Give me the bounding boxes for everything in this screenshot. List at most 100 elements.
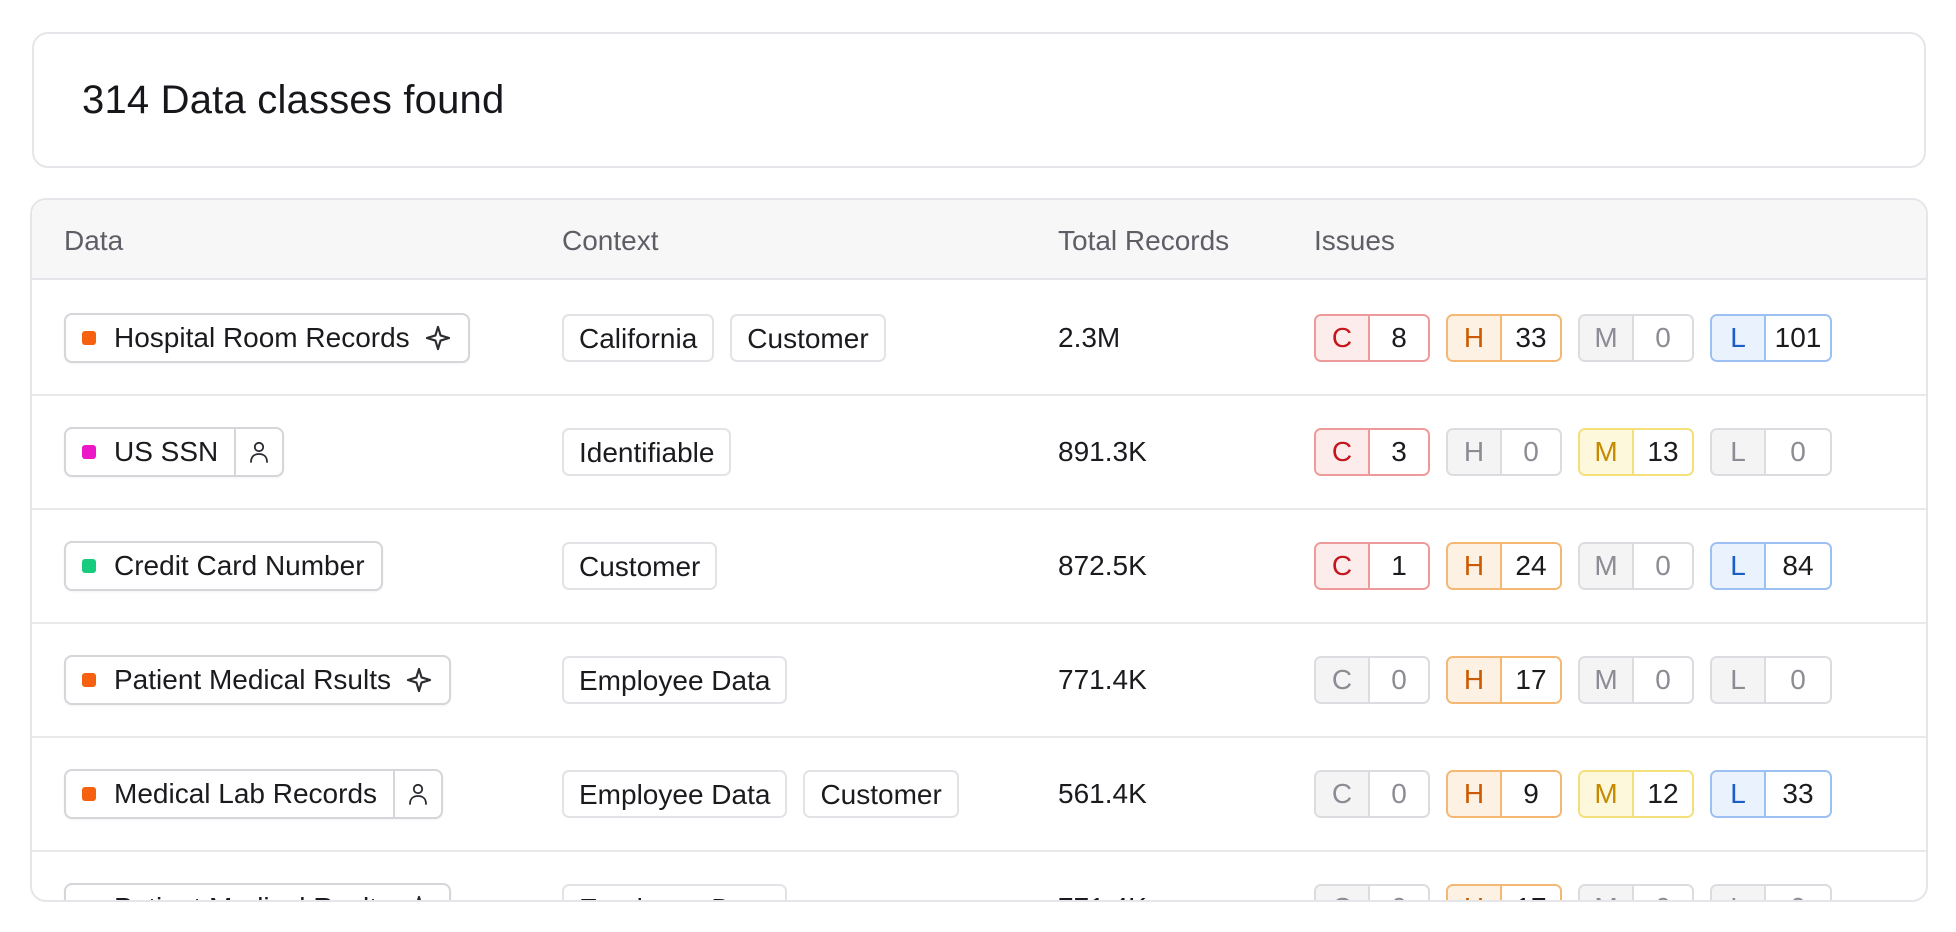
total-records: 561.4K [1058,778,1147,809]
issue-badge-h[interactable]: H 24 [1446,542,1562,590]
severity-letter: M [1580,772,1634,816]
data-class-chip[interactable]: Credit Card Number [64,541,383,591]
issue-count: 0 [1502,430,1560,474]
data-class-chip[interactable]: Patient Medical Rsults [64,655,452,705]
total-records: 2.3M [1058,322,1121,353]
column-header-issues[interactable]: Issues [1314,225,1395,256]
issue-count: 17 [1502,886,1560,900]
classification-dot [82,559,96,573]
person-icon[interactable] [234,429,282,475]
data-class-chip[interactable]: US SSN [64,427,285,477]
data-cell: Patient Medical Rsults [64,624,452,736]
issue-badge-l[interactable]: L 33 [1710,770,1832,818]
column-header-context[interactable]: Context [562,225,659,256]
issue-count: 0 [1370,886,1428,900]
table-row[interactable]: Patient Medical Rsults Employee Data 771.4… [32,852,1926,902]
severity-letter: C [1316,316,1370,360]
severity-letter: M [1580,544,1634,588]
table-row[interactable]: Hospital Room Records California Customer 2… [32,282,1926,396]
total-records: 872.5K [1058,550,1147,581]
classification-dot [82,673,96,687]
severity-letter: L [1712,316,1766,360]
person-icon[interactable] [393,771,441,817]
context-cell: Employee Data [562,624,788,736]
issue-badge-l[interactable]: L 101 [1710,314,1832,362]
issue-count: 0 [1766,886,1830,900]
data-class-label: Medical Lab Records [114,778,378,809]
issues-cell: C 1 H 24 M 0 L 84 [1314,510,1832,622]
context-cell: Employee Data Customer [562,738,959,850]
issue-count: 0 [1634,316,1692,360]
issue-badge-m[interactable]: M 12 [1578,770,1694,818]
issue-badge-h[interactable]: H 33 [1446,314,1562,362]
table-row[interactable]: Credit Card Number Customer 872.5K C 1 H 24 M 0 L… [32,510,1926,624]
issue-count: 9 [1502,772,1560,816]
table-row[interactable]: Medical Lab Records Employee Data Customer… [32,738,1926,852]
issue-badge-l[interactable]: L 84 [1710,542,1832,590]
severity-letter: L [1712,886,1766,900]
sparkle-icon [405,666,449,694]
data-class-label: Patient Medical Rsults [114,892,391,900]
table-row[interactable]: Patient Medical Rsults Employee Data 771.4… [32,624,1926,738]
severity-letter: H [1448,886,1502,900]
context-tag[interactable]: Customer [803,770,959,818]
context-tag[interactable]: Employee Data [562,770,788,818]
context-tag[interactable]: Customer [562,542,718,590]
context-cell: Customer [562,510,718,622]
issue-count: 33 [1766,772,1830,816]
issue-badge-c[interactable]: C0 [1314,884,1430,900]
context-tag[interactable]: Customer [730,314,886,362]
severity-letter: H [1448,316,1502,360]
data-cell: Patient Medical Rsults [64,852,452,902]
severity-letter: H [1448,430,1502,474]
issue-count: 0 [1634,544,1692,588]
severity-letter: M [1580,316,1634,360]
issue-count: 12 [1634,772,1692,816]
issue-count: 3 [1370,430,1428,474]
column-header-data[interactable]: Data [64,225,124,256]
issue-badge-h[interactable]: H17 [1446,884,1562,900]
issue-count: 13 [1634,430,1692,474]
severity-letter: C [1316,772,1370,816]
context-tag[interactable]: Identifiable [562,428,732,476]
context-tag[interactable]: California [562,314,715,362]
classification-dot [82,445,96,459]
data-class-chip[interactable]: Medical Lab Records [64,769,444,819]
classification-dot [82,901,96,902]
total-records: 771.4K [1058,664,1147,695]
severity-letter: C [1316,658,1370,702]
issue-badge-l[interactable]: L0 [1710,884,1832,900]
issue-count: 0 [1634,658,1692,702]
issue-count: 0 [1634,886,1692,900]
severity-letter: C [1316,430,1370,474]
context-cell: Identifiable [562,396,732,508]
issue-count: 1 [1370,544,1428,588]
data-class-label: Hospital Room Records [114,322,410,353]
severity-letter: L [1712,772,1766,816]
data-class-chip[interactable]: Patient Medical Rsults [64,883,452,902]
data-class-chip[interactable]: Hospital Room Records [64,313,470,363]
context-tag[interactable]: Employee Data [562,656,788,704]
context-tag[interactable]: Employee Data [562,884,788,900]
issue-badge-m[interactable]: M 13 [1578,428,1694,476]
issue-badge-m[interactable]: M0 [1578,884,1694,900]
sparkle-icon [424,324,468,352]
table-row[interactable]: US SSN Identifiable 891.3K C 3 H 0 M 13 L 0 [32,396,1926,510]
column-header-total-records[interactable]: Total Records [1058,225,1230,256]
severity-letter: M [1580,430,1634,474]
total-records: 891.3K [1058,436,1147,467]
